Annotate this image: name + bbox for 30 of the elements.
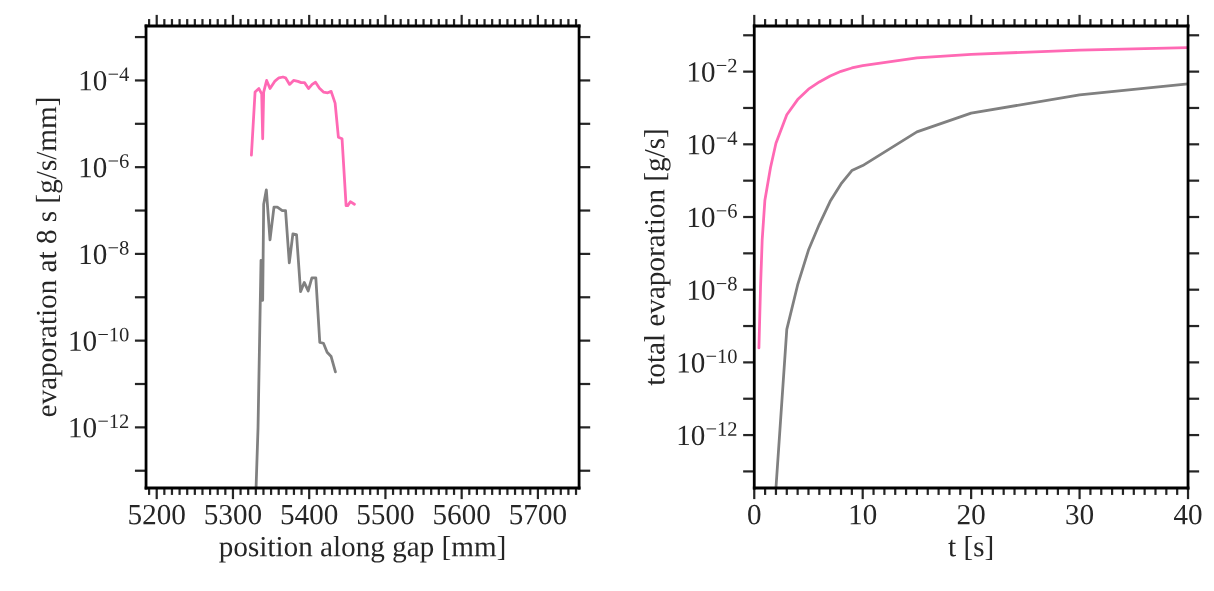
line-series xyxy=(250,75,356,207)
x-tick-label: 20 xyxy=(957,504,985,525)
y-axis-title: evaporation at 8 s [g/s/mm] xyxy=(35,98,63,417)
y-axis-title: total evaporation [g/s] xyxy=(644,130,671,386)
y-tick-label: 10$^{−10}$ xyxy=(678,349,737,373)
line-series xyxy=(254,188,337,488)
line-series xyxy=(757,46,1189,350)
x-tick-label: 5200 xyxy=(129,504,185,525)
x-axis-title: t [s] xyxy=(948,535,993,561)
x-tick-label: 5600 xyxy=(434,504,490,525)
x-tick-label: 5300 xyxy=(205,504,262,525)
x-tick-label: 5500 xyxy=(357,504,414,525)
y-tick-label: 10$^{−12}$ xyxy=(70,414,129,438)
x-tick-label: 5700 xyxy=(510,504,566,525)
x-tick-label: 5400 xyxy=(281,504,338,525)
line-series xyxy=(774,82,1189,488)
y-tick-label: 10$^{−4}$ xyxy=(80,67,129,91)
y-tick-label: 10$^{−4}$ xyxy=(688,131,738,155)
y-tick-label: 10$^{−12}$ xyxy=(678,422,737,446)
y-tick-label: 10$^{−2}$ xyxy=(688,58,737,82)
x-tick-label: 40 xyxy=(1174,504,1202,525)
x-tick-label: 0 xyxy=(748,504,761,525)
y-tick-label: 10$^{−10}$ xyxy=(70,327,129,351)
y-tick-label: 10$^{−6}$ xyxy=(688,204,737,228)
x-tick-label: 10 xyxy=(850,504,877,525)
y-tick-label: 10$^{−6}$ xyxy=(80,154,129,178)
y-tick-label: 10$^{−8}$ xyxy=(80,240,129,265)
x-tick-label: 30 xyxy=(1066,504,1094,525)
y-tick-label: 10$^{−8}$ xyxy=(688,276,737,301)
x-axis-title: position along gap [mm] xyxy=(219,535,505,563)
